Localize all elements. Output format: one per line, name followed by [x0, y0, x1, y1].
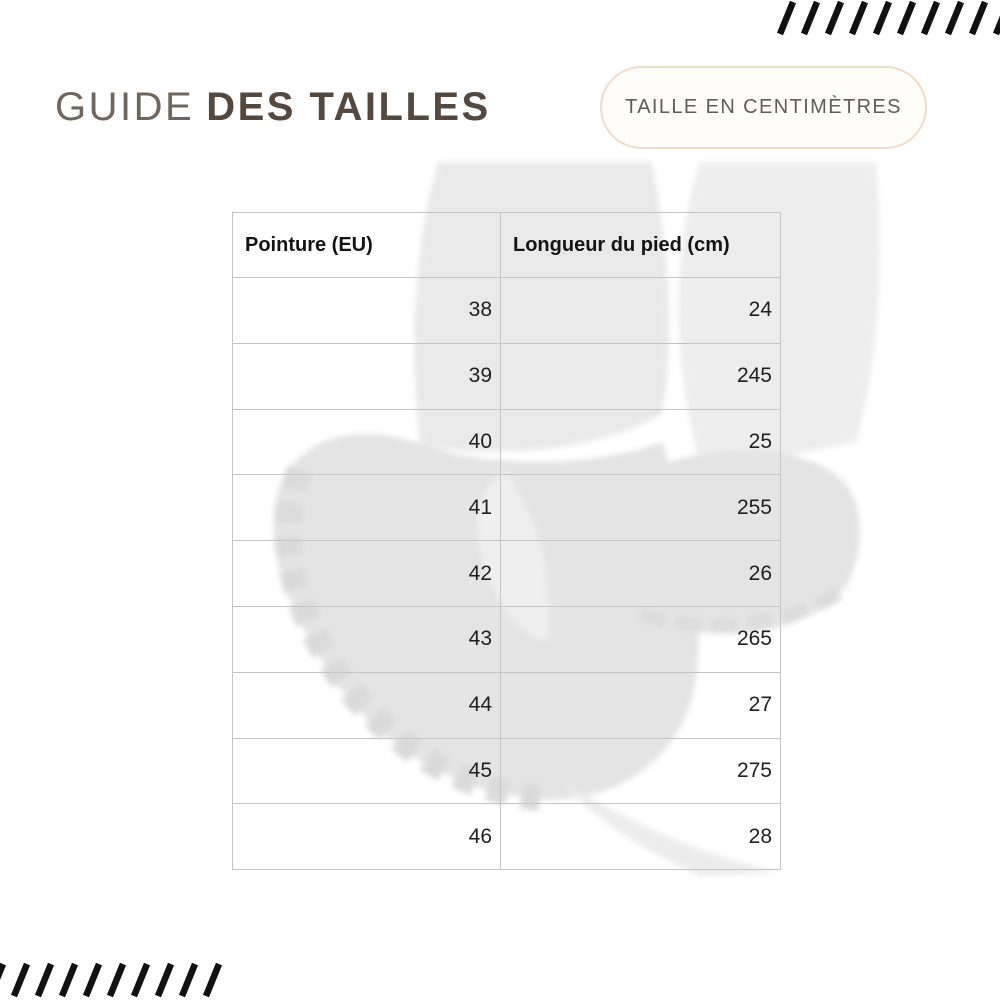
table-row: 41 255	[232, 474, 781, 542]
diagonal-stripes-top-right-icon	[776, 0, 1000, 36]
table-row: 44 27	[232, 671, 781, 739]
table-row: 40 25	[232, 408, 781, 476]
cell-length: 28	[500, 803, 781, 871]
page-title: GUIDE DES TAILLES	[55, 87, 491, 127]
table-row: 45 275	[232, 737, 781, 805]
cell-size: 43	[232, 605, 501, 673]
unit-badge: TAILLE EN CENTIMÈTRES	[600, 66, 927, 149]
unit-badge-label: TAILLE EN CENTIMÈTRES	[625, 96, 902, 118]
cell-length: 25	[500, 408, 781, 476]
cell-size: 45	[232, 737, 501, 805]
cell-size: 39	[232, 342, 501, 410]
cell-size: 44	[232, 671, 501, 739]
table-header-row: Pointure (EU) Longueur du pied (cm)	[232, 212, 781, 278]
cell-size: 42	[232, 540, 501, 607]
cell-size: 41	[232, 474, 501, 542]
cell-length: 245	[500, 342, 781, 410]
table-row: 43 265	[232, 605, 781, 673]
cell-length: 27	[500, 671, 781, 739]
cell-length: 275	[500, 737, 781, 805]
page-title-light: GUIDE	[55, 85, 195, 129]
cell-length: 255	[500, 474, 781, 542]
table-row: 42 26	[232, 540, 781, 607]
column-header-longueur: Longueur du pied (cm)	[500, 212, 781, 278]
table-row: 46 28	[232, 803, 781, 871]
cell-size: 40	[232, 408, 501, 476]
cell-size: 38	[232, 277, 501, 344]
cell-size: 46	[232, 803, 501, 871]
column-header-pointure: Pointure (EU)	[232, 212, 501, 278]
cell-length: 26	[500, 540, 781, 607]
table-row: 39 245	[232, 342, 781, 410]
cell-length: 24	[500, 277, 781, 344]
diagonal-stripes-bottom-left-icon	[0, 962, 223, 998]
table-row: 38 24	[232, 277, 781, 344]
cell-length: 265	[500, 605, 781, 673]
size-table: Pointure (EU) Longueur du pied (cm) 38 2…	[232, 212, 781, 871]
page-title-bold: DES TAILLES	[206, 85, 491, 129]
